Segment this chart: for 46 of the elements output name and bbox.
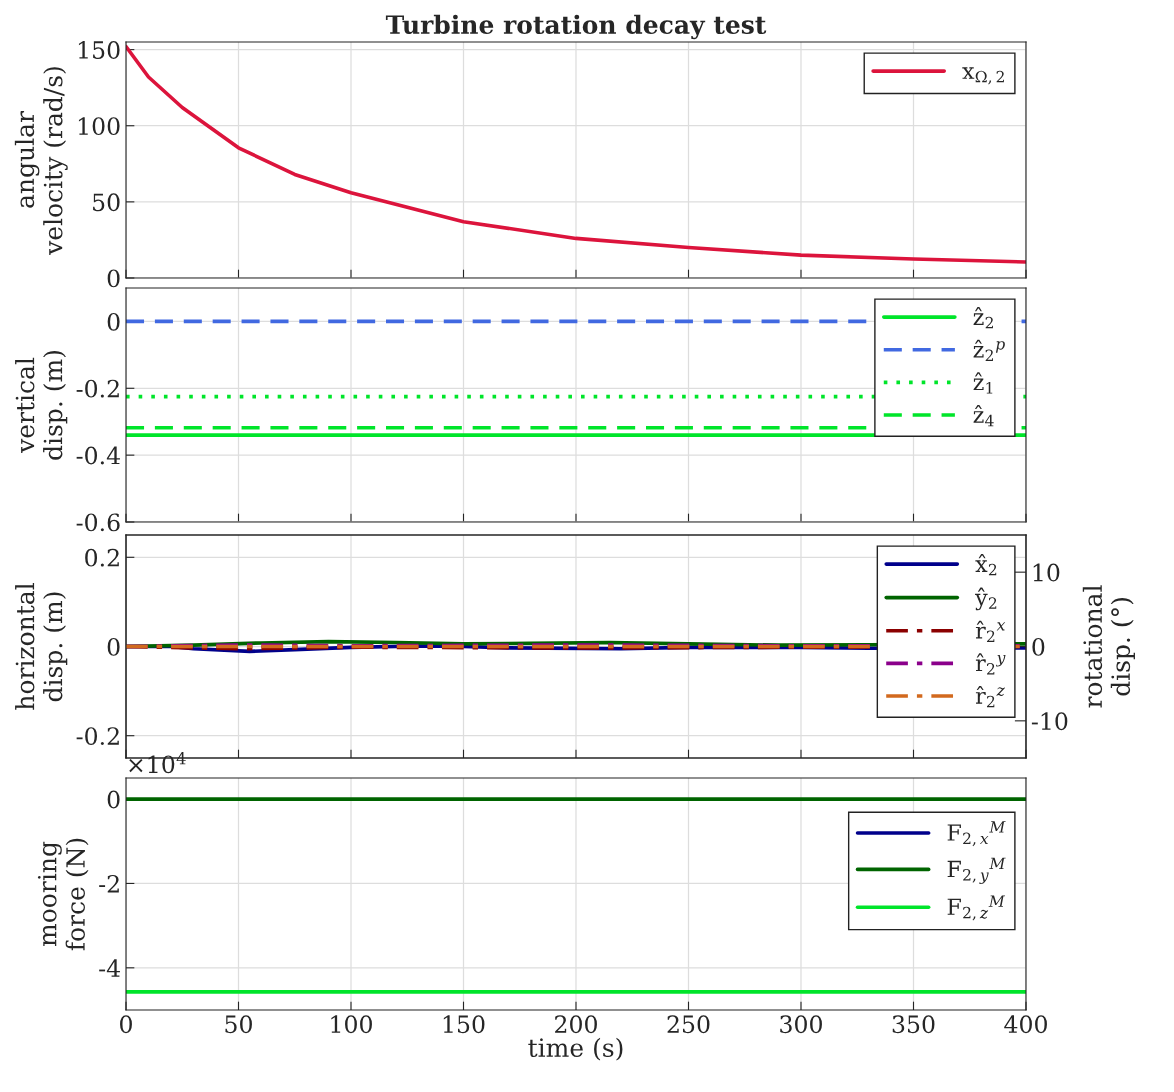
x-tick-label: 0 bbox=[120, 1015, 132, 1034]
legend-label: ẑ$_{2}$ bbox=[973, 307, 993, 329]
y-tick-label: -0.2 bbox=[76, 727, 119, 746]
legend-label: r̂$_{2}$$^{x}$ bbox=[975, 620, 1006, 642]
x-tick-label: 150 bbox=[443, 1015, 485, 1034]
legend-label: ẑ$_{2}$$^{p}$ bbox=[973, 339, 1005, 361]
legend-label: F$_{2,y}$$^{M}$ bbox=[947, 857, 1006, 884]
legend-label: ẑ$_{1}$ bbox=[973, 372, 993, 394]
y-tick-label: -0.6 bbox=[76, 513, 120, 532]
y-tick-label: -0.2 bbox=[76, 379, 119, 398]
y-axis-title: vertical disp. (m) bbox=[15, 351, 68, 460]
x-tick-label: 350 bbox=[892, 1015, 935, 1034]
legend-label: F$_{2,z}$$^{M}$ bbox=[947, 895, 1006, 921]
y-tick-label: -2 bbox=[99, 874, 119, 893]
x-tick-label: 50 bbox=[225, 1015, 252, 1034]
y-tick-label: 0.2 bbox=[85, 548, 119, 567]
y-tick-label: 0 bbox=[107, 790, 120, 809]
chart-title: Turbine rotation decay test bbox=[385, 14, 767, 40]
y2-axis-title: rotational disp. (°) bbox=[1082, 585, 1135, 708]
legend-label: ŷ$_{2}$ bbox=[975, 587, 997, 611]
y-axis-title: mooring force (N) bbox=[37, 838, 89, 951]
y-tick-label: 100 bbox=[78, 117, 120, 136]
legend-label: x̂$_{2}$ bbox=[975, 554, 997, 576]
x-tick-label: 250 bbox=[667, 1015, 710, 1034]
legend-label: F$_{2,x}$$^{M}$ bbox=[947, 821, 1006, 847]
legend-label: ẑ$_{4}$ bbox=[973, 404, 994, 427]
x-axis-title: time (s) bbox=[528, 1037, 623, 1061]
legend-label: r̂$_{2}$$^{z}$ bbox=[975, 685, 1005, 708]
legend-label: r̂$_{2}$$^{y}$ bbox=[975, 653, 1006, 675]
y-tick-label: 50 bbox=[93, 193, 120, 212]
x-tick-label: 200 bbox=[555, 1015, 597, 1034]
y-tick-label: 0 bbox=[107, 269, 120, 288]
y2-tick-label: 10 bbox=[1033, 563, 1060, 582]
y-tick-label: 0 bbox=[107, 637, 120, 656]
legend-label: x$_{Ω,2}$ bbox=[962, 67, 1004, 85]
y-tick-label: 150 bbox=[78, 41, 120, 59]
y-tick-label: -4 bbox=[99, 959, 120, 977]
y-tick-label: -0.4 bbox=[76, 446, 120, 465]
y-tick-label: 0 bbox=[107, 312, 120, 331]
x-tick-label: 400 bbox=[1004, 1015, 1047, 1034]
y2-tick-label: 0 bbox=[1032, 637, 1045, 656]
x-tick-label: 300 bbox=[780, 1015, 822, 1034]
x-tick-label: 100 bbox=[331, 1015, 372, 1034]
y2-tick-label: -10 bbox=[1031, 712, 1068, 731]
y-axis-title: horizontal disp. (m) bbox=[15, 583, 68, 710]
y-axis-title: angular velocity (rad/s) bbox=[14, 67, 68, 255]
